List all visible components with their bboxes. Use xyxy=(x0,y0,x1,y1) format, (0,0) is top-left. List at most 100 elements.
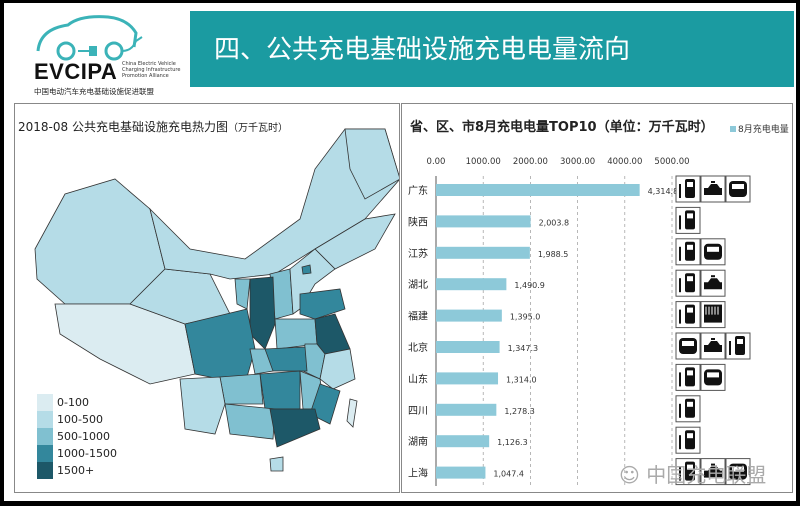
slide: EVCIPA China Electric Vehicle Charging I… xyxy=(4,3,796,501)
province-yunnan xyxy=(179,376,226,435)
legend-range: 1000-1500 xyxy=(57,447,117,460)
car-icon xyxy=(725,458,751,486)
heatmap-panel: 2018-08 公共充电基础设施充电热力图（万千瓦时） 0-100 100-500… xyxy=(14,103,400,493)
x-tick-label: 5000.00 xyxy=(654,157,689,167)
bar xyxy=(436,184,640,196)
category-label: 陕西 xyxy=(408,215,428,228)
legend-color xyxy=(37,394,53,411)
bar xyxy=(436,278,507,291)
data-label: 1,490.9 xyxy=(514,281,545,290)
china-map xyxy=(34,128,399,472)
data-label: 1,278.3 xyxy=(504,407,535,416)
legend-range: 1500+ xyxy=(57,464,95,477)
bar xyxy=(436,372,499,385)
province-guizhou xyxy=(219,373,264,405)
category-label: 上海 xyxy=(408,467,428,480)
data-label: 1,395.0 xyxy=(510,313,541,322)
taxi-icon xyxy=(700,269,726,297)
legend-item: 100-500 xyxy=(37,411,117,428)
data-label: 4,314.8 xyxy=(648,187,679,196)
evcipa-logo: EVCIPA China Electric Vehicle Charging I… xyxy=(18,11,188,97)
map-unit: （万千瓦时） xyxy=(227,123,288,134)
province-shandong xyxy=(299,288,346,320)
bus-icon xyxy=(675,269,701,297)
legend-item: 1500+ xyxy=(37,462,117,479)
bus-icon xyxy=(675,238,701,266)
x-tick-label: 4000.00 xyxy=(607,157,642,167)
bus-icon xyxy=(675,458,701,486)
legend-color xyxy=(37,428,53,445)
province-zhejiang xyxy=(319,348,356,390)
car-icon xyxy=(675,332,701,360)
taxi-icon xyxy=(700,332,726,360)
bus-icon xyxy=(725,332,751,360)
wechat-watermark: ☺ 中国充电联盟 xyxy=(619,463,767,487)
section-title: 四、公共充电基础设施充电电量流向 xyxy=(214,35,631,65)
chart-title: 省、区、市8月充电电量TOP10（单位：万千瓦时） xyxy=(410,120,714,135)
bar xyxy=(436,403,497,416)
taxi-icon xyxy=(700,458,726,486)
data-label: 2,003.8 xyxy=(539,218,570,227)
data-label: 1,126.3 xyxy=(497,438,528,447)
car-icon xyxy=(700,363,726,391)
bus-icon xyxy=(675,426,701,454)
bus-icon xyxy=(675,175,701,203)
logo-subtitle: China Electric Vehicle Charging Infrastr… xyxy=(122,61,181,79)
province-xinjiang xyxy=(34,178,166,305)
province-guangdong xyxy=(269,408,321,448)
bar-chart: 0.00 1000.00 2000.00 3000.00 4000.00 5000.00 广… xyxy=(408,157,751,486)
category-label: 江苏 xyxy=(408,247,428,260)
data-label: 1,047.4 xyxy=(493,470,524,479)
bar xyxy=(436,466,486,479)
bus-icon xyxy=(675,301,701,329)
category-label: 北京 xyxy=(408,341,428,354)
province-sichuan xyxy=(184,308,256,385)
bar-chart-panel: 省、区、市8月充电电量TOP10（单位：万千瓦时） 8月充电电量 0.00 100… xyxy=(401,103,793,493)
taxi-icon xyxy=(700,175,726,203)
logo-wordmark: EVCIPA xyxy=(34,59,118,84)
category-label: 湖南 xyxy=(408,435,428,448)
province-taiwan xyxy=(346,398,358,428)
bar xyxy=(436,215,531,228)
province-shaanxi xyxy=(249,276,276,350)
category-label: 山东 xyxy=(408,372,428,385)
province-gansu-inner-mongolia xyxy=(149,128,399,280)
province-beijing xyxy=(301,264,312,275)
province-qinghai xyxy=(129,268,231,325)
car-plug-logo-icon xyxy=(36,15,143,61)
legend-color xyxy=(37,445,53,462)
province-guangxi xyxy=(224,403,276,440)
legend-color xyxy=(37,462,53,479)
province-hunan xyxy=(259,370,301,410)
logo-cn-name: 中国电动汽车充电基础设施促进联盟 xyxy=(34,87,154,96)
data-label: 1,314.0 xyxy=(506,375,537,384)
chart-legend: 8月充电电量 xyxy=(730,122,789,135)
province-heilongjiang xyxy=(344,128,399,200)
car-icon xyxy=(725,175,751,203)
bus-icon xyxy=(675,363,701,391)
car-icon xyxy=(700,238,726,266)
legend-range: 500-1000 xyxy=(57,430,110,443)
x-tick-label: 2000.00 xyxy=(513,157,548,167)
category-label: 四川 xyxy=(408,406,428,417)
legend-item: 500-1000 xyxy=(37,428,117,445)
data-label: 1,988.5 xyxy=(538,250,569,259)
bus-icon xyxy=(675,395,701,423)
province-fujian xyxy=(309,383,341,425)
x-tick-label: 1000.00 xyxy=(466,157,501,167)
data-label: 1,347.3 xyxy=(508,344,539,353)
legend-swatch xyxy=(730,126,736,132)
bar xyxy=(436,246,530,259)
province-ningxia xyxy=(234,278,251,310)
province-hainan xyxy=(269,456,284,472)
category-label: 广东 xyxy=(408,184,428,197)
bar xyxy=(436,341,500,353)
bar xyxy=(436,309,502,322)
x-tick-label: 3000.00 xyxy=(560,157,595,167)
category-label: 湖北 xyxy=(408,279,428,291)
truck-icon xyxy=(700,301,726,329)
legend-range: 100-500 xyxy=(57,413,103,426)
watermark-text: 中国充电联盟 xyxy=(646,463,767,487)
bar xyxy=(436,435,490,448)
x-tick-label: 0.00 xyxy=(427,157,446,167)
